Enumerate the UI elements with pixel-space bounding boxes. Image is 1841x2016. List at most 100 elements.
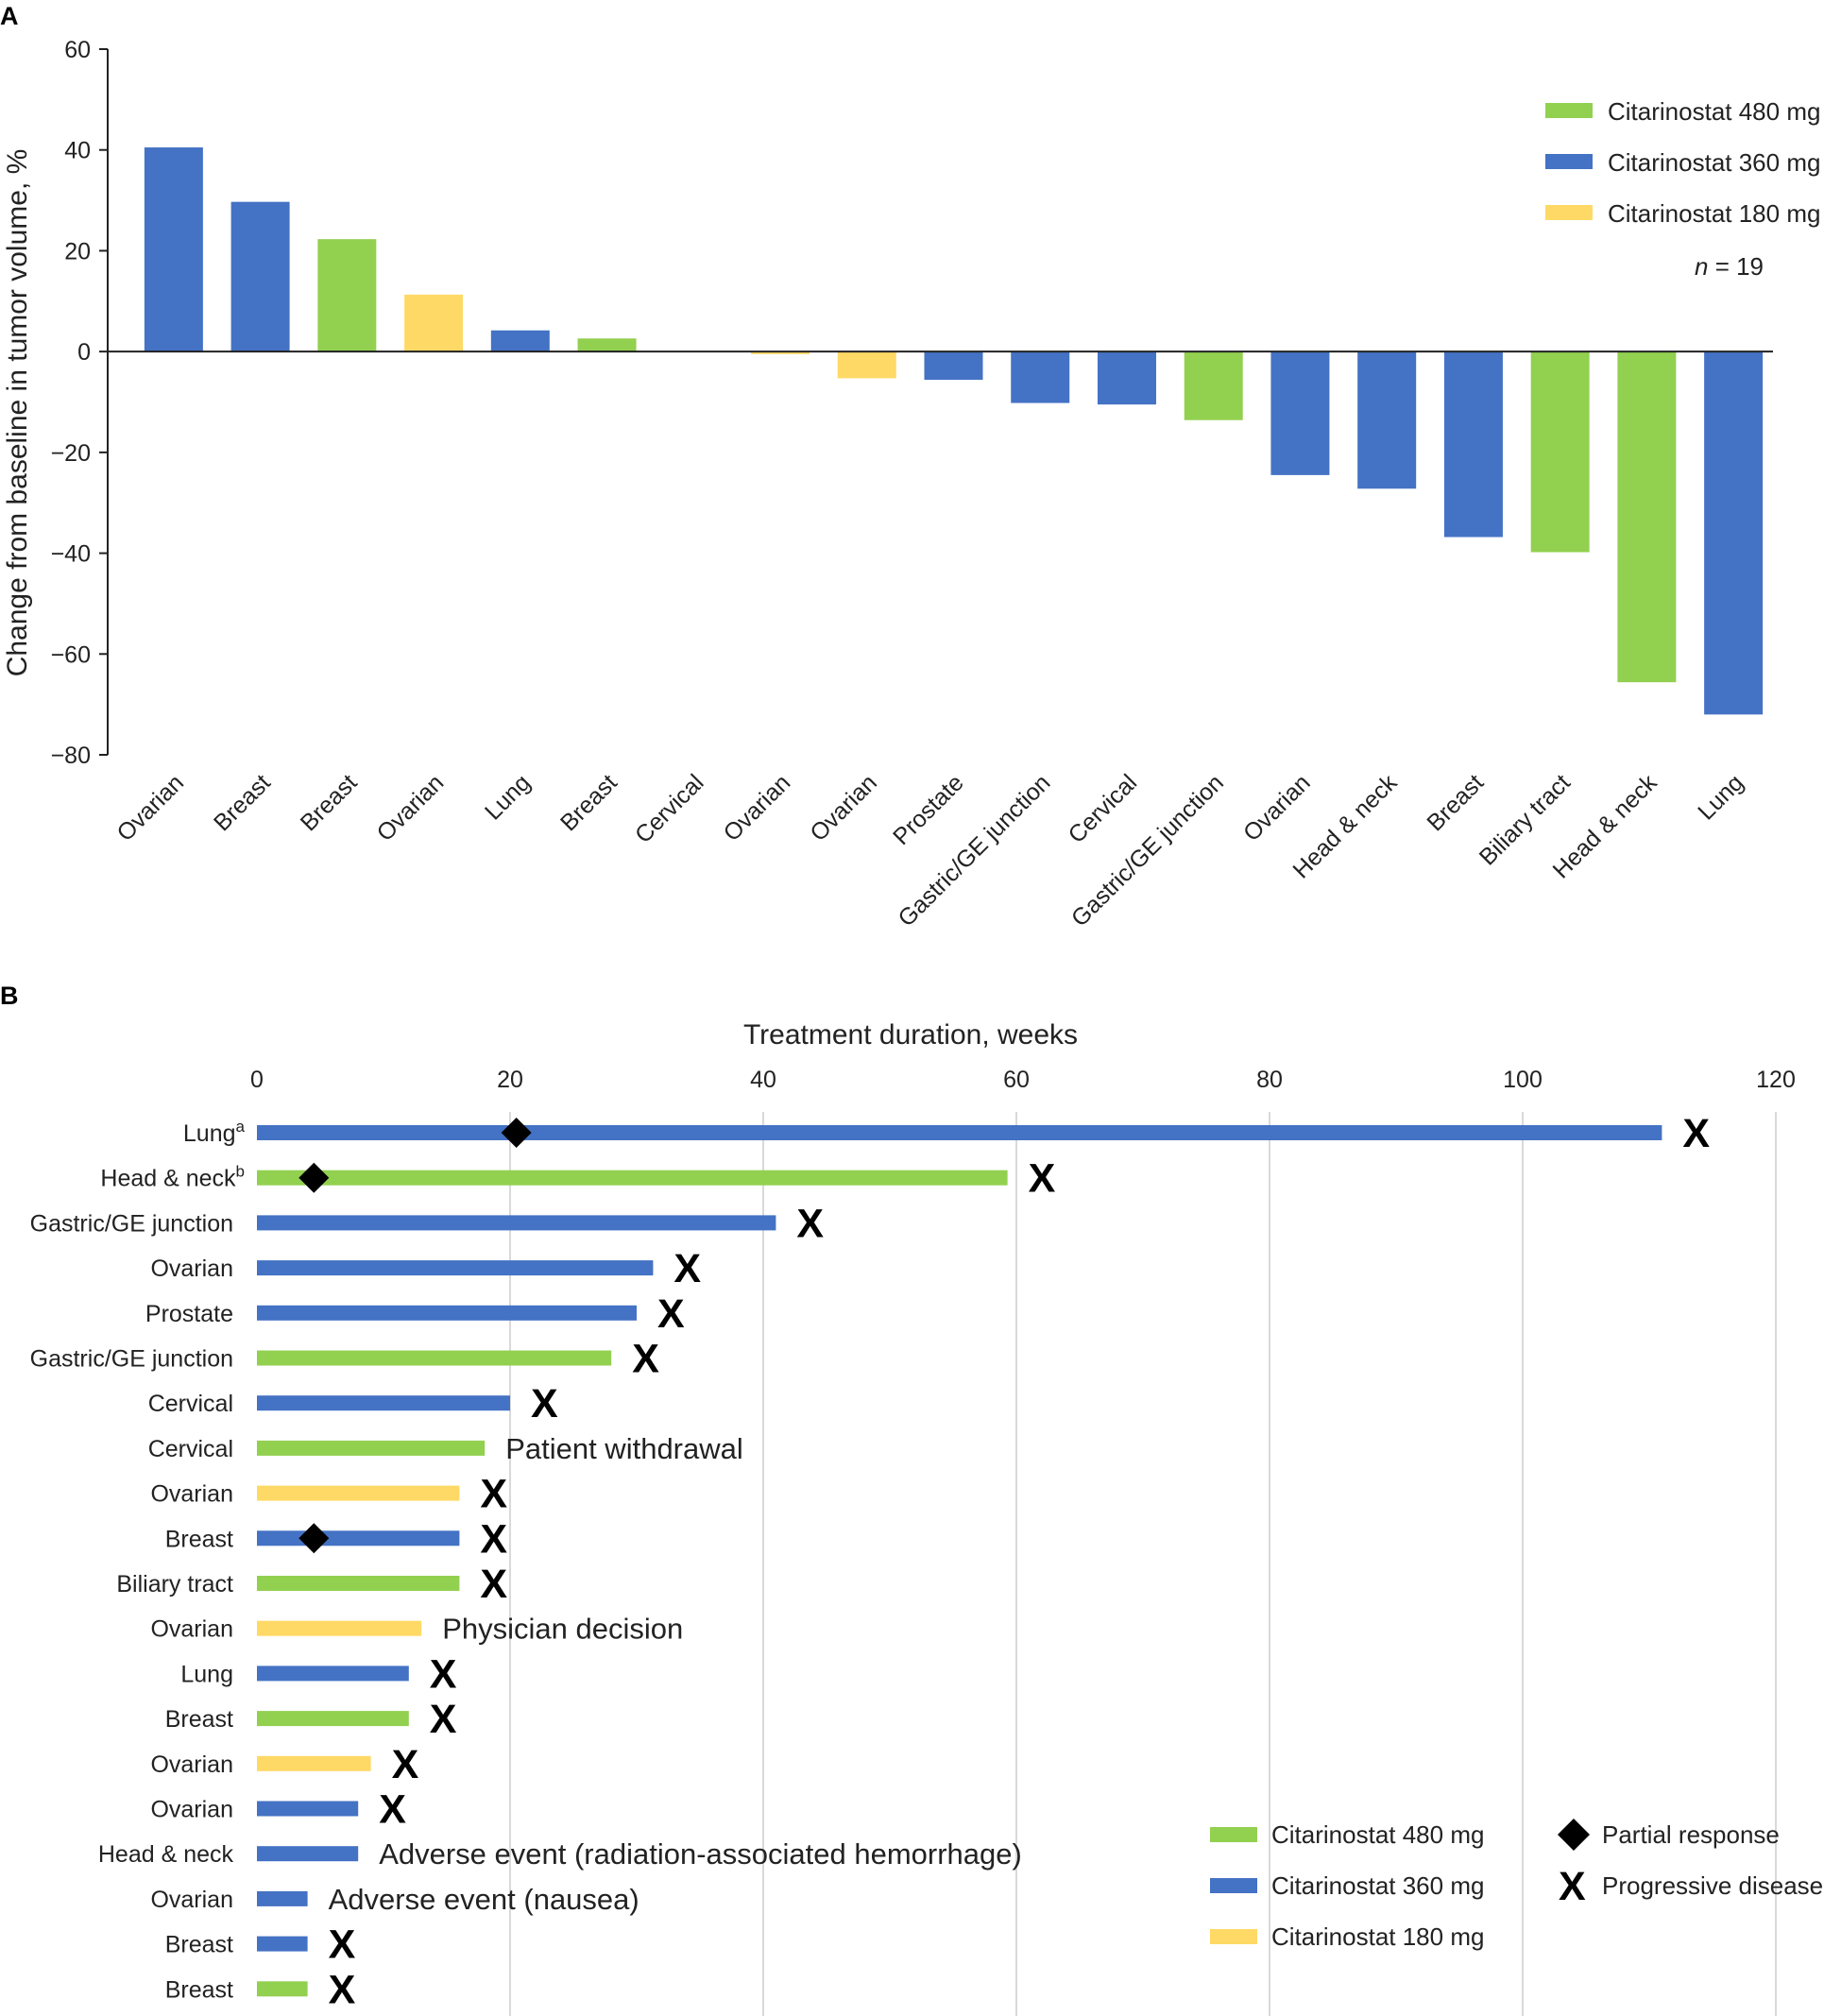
sample-size-symbol: n bbox=[1695, 252, 1708, 281]
panel-a-bar bbox=[1097, 351, 1156, 405]
panel-a-category-label: Ovarian bbox=[805, 769, 882, 846]
panel-a-bar bbox=[1011, 351, 1070, 403]
panel-b-row-label: Head & neck bbox=[98, 1841, 234, 1868]
panel-b-row-label-text: Ovarian bbox=[150, 1256, 233, 1282]
panel-a-bar bbox=[144, 147, 203, 352]
panel-b-gridlines bbox=[509, 1112, 1777, 2016]
panel-b-duration-bar bbox=[257, 1485, 460, 1501]
panel-b-duration-bar bbox=[257, 1711, 409, 1727]
sample-size-value: = 19 bbox=[1708, 252, 1764, 281]
panel-a-legend: Citarinostat 480 mg Citarinostat 360 mg Ci… bbox=[1545, 97, 1820, 281]
panel-a-legend-swatch bbox=[1545, 205, 1593, 220]
panel-b-row-label-text: Cervical bbox=[148, 1436, 233, 1462]
panel-b-duration-bar bbox=[257, 1530, 460, 1546]
panel-b-row-label: Breast bbox=[165, 1932, 233, 1958]
panel-b-chart: Treatment duration, weeks 0 20 40 60 80 100 12… bbox=[30, 1019, 1823, 2016]
progressive-disease-marker: X bbox=[1682, 1111, 1710, 1156]
panel-b-row-label-text: Ovarian bbox=[150, 1751, 233, 1778]
panel-b-row-label-text: Cervical bbox=[148, 1391, 233, 1417]
panel-b-duration-bar bbox=[257, 1395, 510, 1411]
panel-b-duration-bar bbox=[257, 1350, 612, 1366]
panel-a-bar bbox=[1443, 351, 1503, 538]
panel-b-row: Cervical Patient withdrawal bbox=[148, 1432, 743, 1465]
panel-a-y-tick-label: −60 bbox=[51, 641, 91, 668]
panel-b-row-label-text: Prostate bbox=[145, 1301, 233, 1327]
panel-a-y-tick-label: 60 bbox=[64, 37, 91, 63]
discontinuation-reason: Adverse event (nausea) bbox=[329, 1883, 639, 1916]
discontinuation-reason: Adverse event (radiation-associated hemo… bbox=[379, 1837, 1022, 1871]
partial-response-marker bbox=[298, 1162, 330, 1193]
panel-b-legend-marker-label: Partial response bbox=[1602, 1820, 1780, 1849]
panel-b-row-label: Cervical bbox=[148, 1436, 233, 1462]
panel-a-category-label: Gastric/GE junction bbox=[1066, 769, 1229, 931]
progressive-disease-marker: X bbox=[392, 1742, 419, 1787]
panel-a-legend-label: Citarinostat 480 mg bbox=[1608, 97, 1820, 126]
panel-a-bar bbox=[1184, 351, 1243, 420]
panel-a-bar bbox=[837, 351, 896, 379]
panel-b-x-ticks: 0 20 40 60 80 100 120 bbox=[250, 1067, 1796, 1093]
panel-b-x-tick-label: 100 bbox=[1503, 1067, 1543, 1093]
progressive-disease-marker: X bbox=[379, 1787, 406, 1833]
progressive-disease-marker: X bbox=[480, 1472, 507, 1517]
panel-a-bar bbox=[1704, 351, 1764, 715]
panel-b-row: Ovarian X bbox=[150, 1787, 406, 1833]
panel-b-row: Lung X bbox=[180, 1651, 456, 1697]
discontinuation-reason: Patient withdrawal bbox=[505, 1432, 743, 1465]
progressive-disease-marker: X bbox=[796, 1201, 824, 1246]
panel-a-y-tick-label: 20 bbox=[64, 238, 91, 265]
panel-b-legend-marker-label: Progressive disease bbox=[1602, 1871, 1823, 1900]
panel-a-label: A bbox=[0, 2, 19, 30]
panel-a-y-tick-label: −20 bbox=[51, 440, 91, 467]
panel-a-category-label: Ovarian bbox=[111, 769, 189, 846]
panel-a-category-label: Breast bbox=[555, 769, 622, 836]
panel-b-row-label: Cervical bbox=[148, 1391, 233, 1417]
panel-a-bar bbox=[1357, 351, 1417, 489]
partial-response-marker bbox=[298, 1523, 330, 1554]
panel-a-category-label: Ovarian bbox=[1238, 769, 1316, 846]
panel-b-duration-bar bbox=[257, 1890, 308, 1906]
panel-b-row-label: Breast bbox=[165, 1706, 233, 1733]
panel-a-legend-label: Citarinostat 360 mg bbox=[1608, 148, 1820, 177]
progressive-disease-legend-marker: X bbox=[1559, 1864, 1586, 1909]
progressive-disease-marker: X bbox=[329, 1922, 356, 1968]
panel-a-y-tick-label: 0 bbox=[77, 339, 91, 366]
panel-a-category-label: Lung bbox=[480, 769, 536, 825]
progressive-disease-marker: X bbox=[329, 1967, 356, 2012]
panel-b-legend-swatch bbox=[1210, 1929, 1257, 1944]
panel-b-row-label-text: Biliary tract bbox=[116, 1571, 233, 1597]
panel-a-category-label: Cervical bbox=[630, 769, 709, 848]
panel-a-y-tick-label: −80 bbox=[51, 743, 91, 769]
panel-b-row-label-text: Head & neck bbox=[98, 1841, 234, 1868]
panel-a-bar bbox=[404, 294, 464, 352]
panel-a-category-label: Ovarian bbox=[719, 769, 796, 846]
panel-a-sample-size: n = 19 bbox=[1695, 252, 1764, 281]
panel-a-category-labels: Ovarian Breast Breast Ovarian Lung Breast Cerv… bbox=[111, 769, 1748, 931]
panel-b-row: Breast X bbox=[165, 1967, 356, 2012]
panel-b-row-label-text: Ovarian bbox=[150, 1797, 233, 1823]
discontinuation-reason: Physician decision bbox=[442, 1613, 683, 1646]
panel-b-x-axis-title: Treatment duration, weeks bbox=[743, 1019, 1078, 1051]
partial-response-marker bbox=[501, 1118, 532, 1148]
panel-b-row-label-text: Head & neck bbox=[100, 1166, 236, 1192]
panel-b-row-label: Lunga bbox=[183, 1118, 246, 1147]
panel-b-row-label: Gastric/GE junction bbox=[30, 1346, 233, 1373]
panel-b-duration-bar bbox=[257, 1981, 308, 1997]
panel-b-row: Ovarian X bbox=[150, 1472, 507, 1517]
panel-b-row: Ovarian Physician decision bbox=[150, 1613, 683, 1646]
panel-b-row-label: Ovarian bbox=[150, 1256, 233, 1282]
panel-b-duration-bar bbox=[257, 1755, 371, 1771]
panel-b-row-label: Biliary tract bbox=[116, 1571, 233, 1597]
panel-a-bar bbox=[230, 201, 290, 352]
panel-b-row-label: Prostate bbox=[145, 1301, 233, 1327]
panel-b-legend-swatch bbox=[1210, 1827, 1257, 1842]
panel-b-duration-bar bbox=[257, 1801, 359, 1817]
panel-a-category-label: Ovarian bbox=[372, 769, 450, 846]
panel-a-bar bbox=[577, 338, 637, 352]
panel-b-label: B bbox=[0, 982, 19, 1010]
panel-a-category-label: Gastric/GE junction bbox=[893, 769, 1055, 931]
panel-b-duration-bar bbox=[257, 1305, 637, 1321]
panel-b-row-label: Breast bbox=[165, 1526, 233, 1552]
panel-b-row-label-text: Lung bbox=[183, 1120, 236, 1147]
